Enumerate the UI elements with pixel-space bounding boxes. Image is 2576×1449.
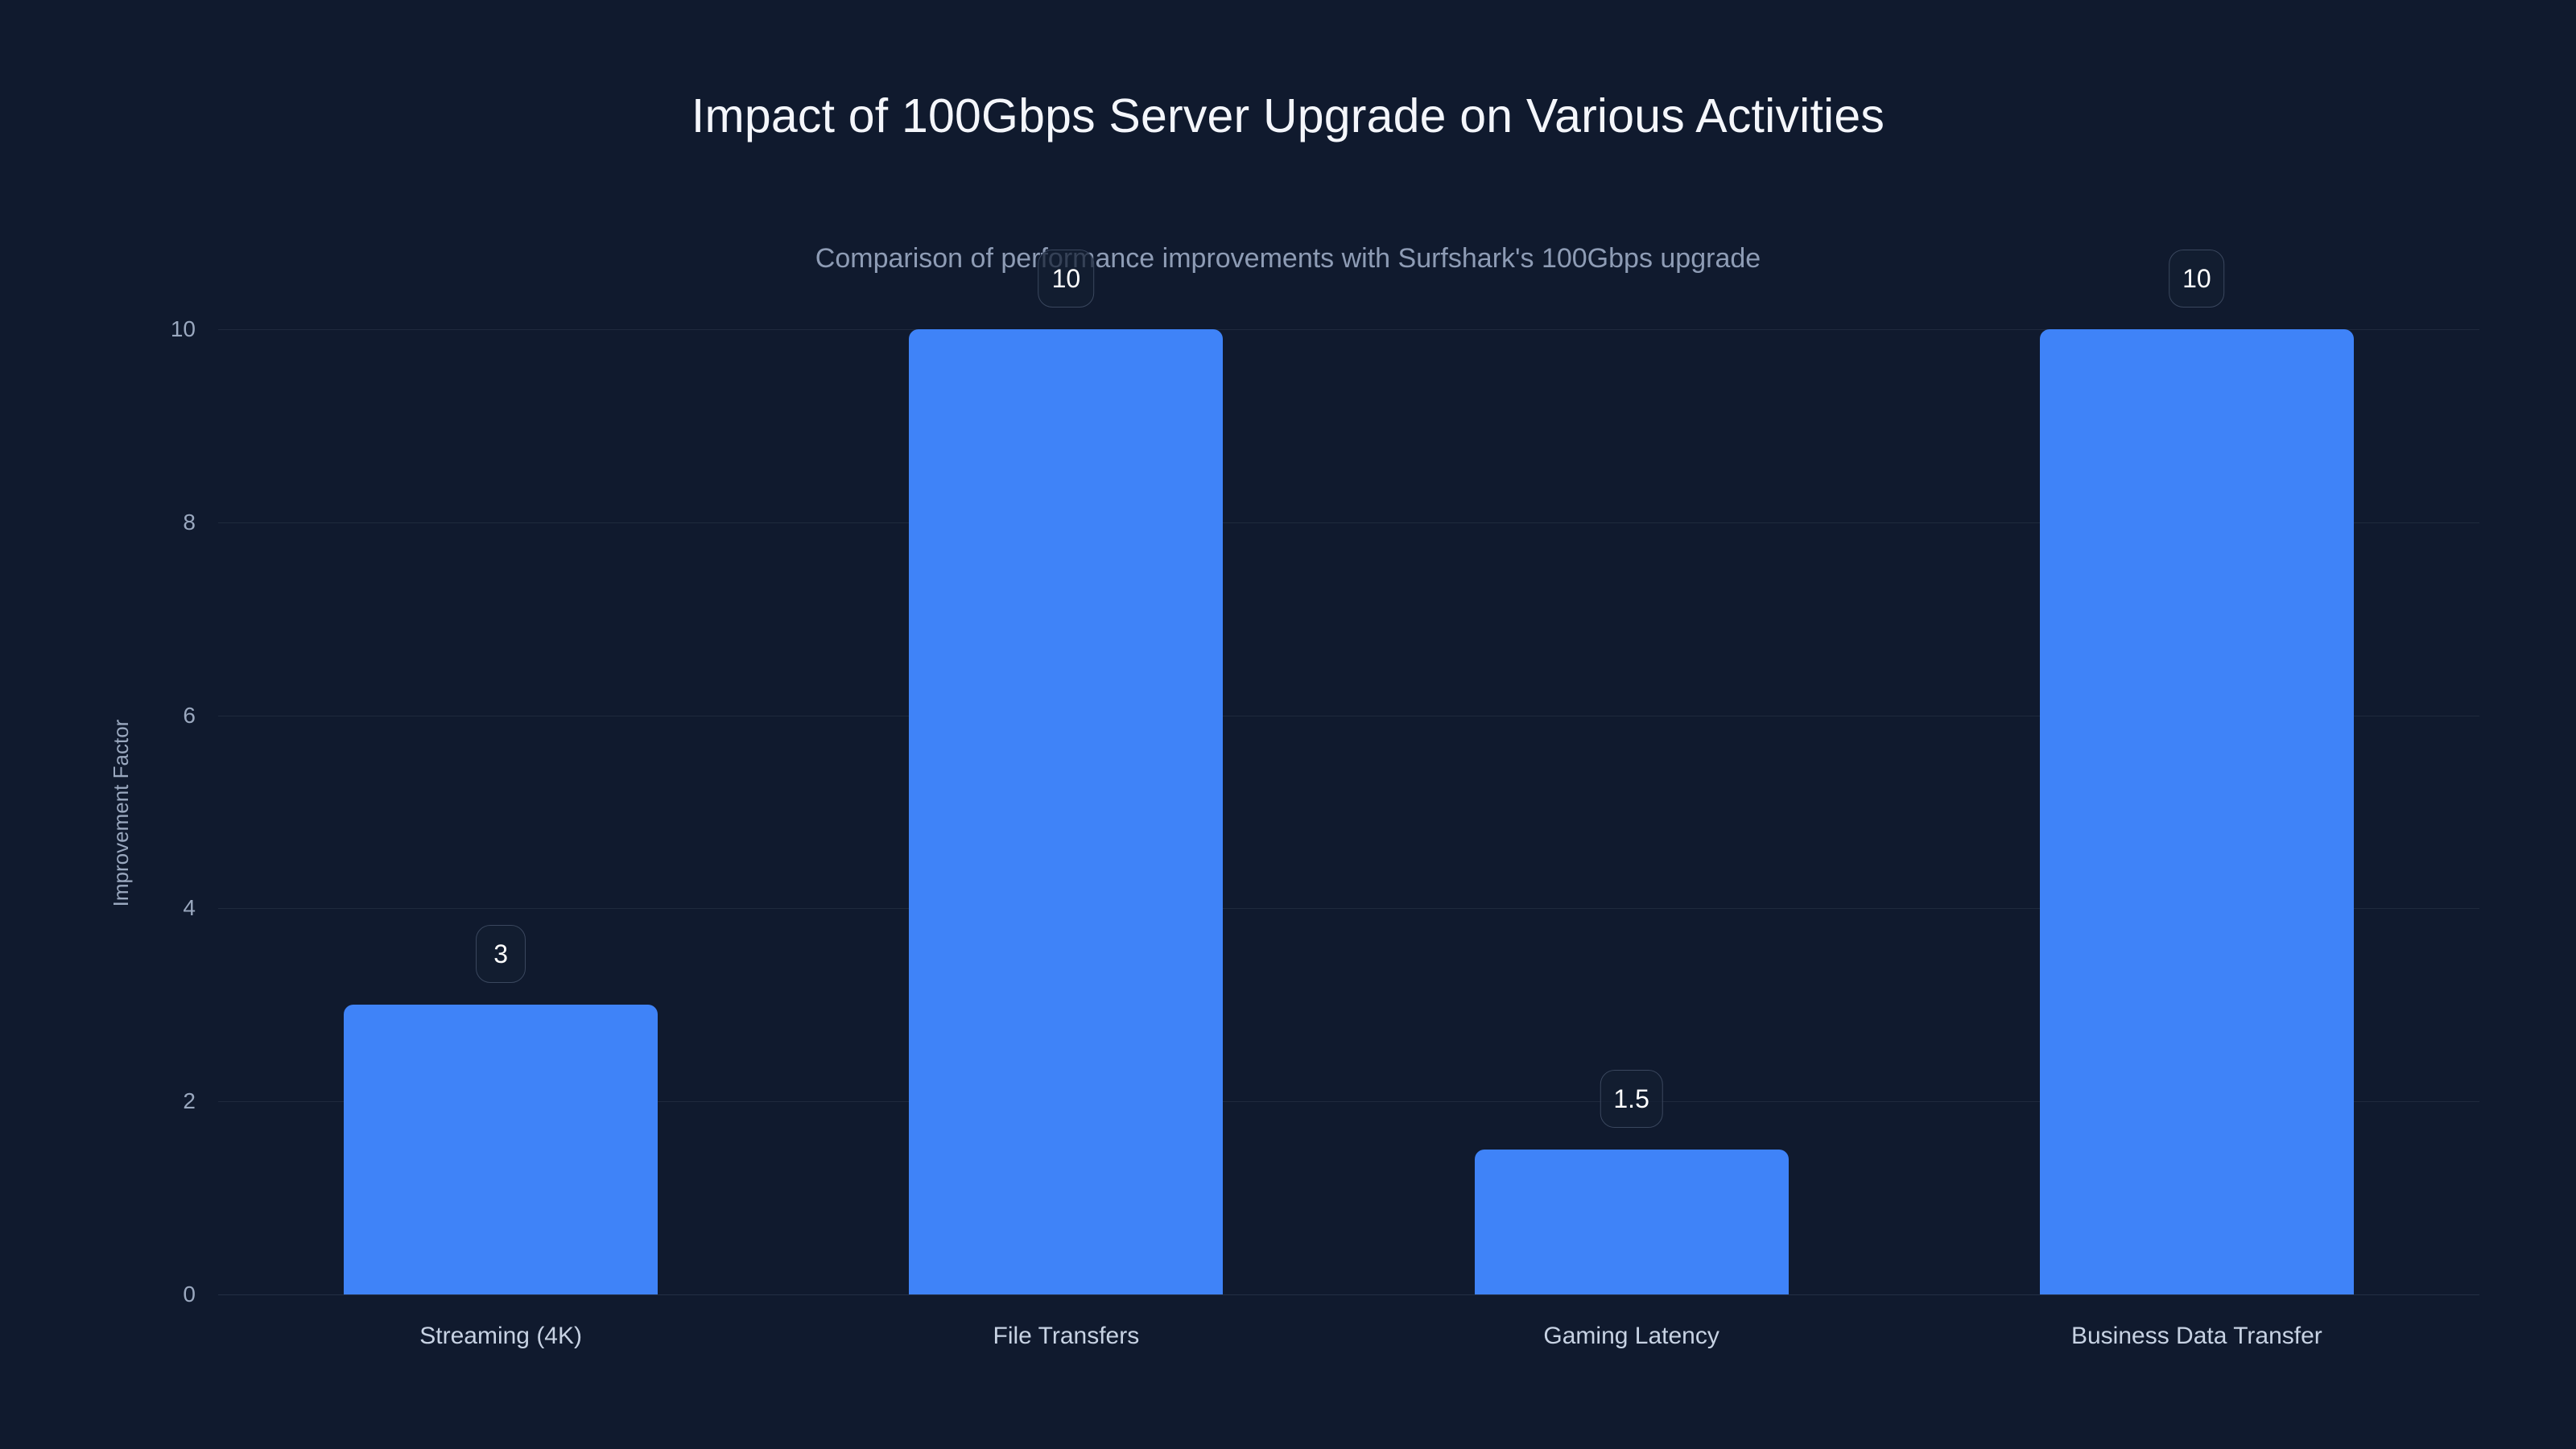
gridline (218, 329, 2479, 330)
y-axis-tick-label: 2 (183, 1088, 196, 1114)
bar-value-badge: 10 (2169, 250, 2225, 308)
y-axis-tick-label: 6 (183, 702, 196, 728)
bar-value-badge: 10 (1038, 250, 1095, 308)
bar[interactable] (1474, 1150, 1789, 1294)
y-axis-tick-label: 0 (183, 1282, 196, 1307)
y-axis-tick-label: 10 (170, 316, 196, 341)
y-axis-tick-label: 4 (183, 895, 196, 921)
y-axis-title: Improvement Factor (109, 719, 133, 907)
bar-value-badge: 1.5 (1600, 1070, 1663, 1129)
gridline (218, 522, 2479, 523)
plot-area (218, 329, 2479, 1295)
bar[interactable] (909, 329, 1224, 1294)
x-axis-category-label: File Transfers (993, 1323, 1140, 1349)
x-axis-category-label: Gaming Latency (1543, 1323, 1719, 1349)
gridline (218, 1101, 2479, 1103)
chart-subtitle: Comparison of performance improvements w… (815, 243, 1761, 274)
x-axis-category-label: Business Data Transfer (2070, 1323, 2322, 1349)
x-axis-category-label: Streaming (4K) (419, 1323, 582, 1349)
gridline (218, 908, 2479, 910)
bar-value-badge: 3 (476, 925, 526, 984)
chart-title: Impact of 100Gbps Server Upgrade on Vari… (691, 89, 1885, 142)
bar[interactable] (2039, 329, 2354, 1294)
bar[interactable] (344, 1005, 658, 1294)
y-axis-tick-label: 8 (183, 509, 196, 535)
gridline (218, 1294, 2479, 1295)
